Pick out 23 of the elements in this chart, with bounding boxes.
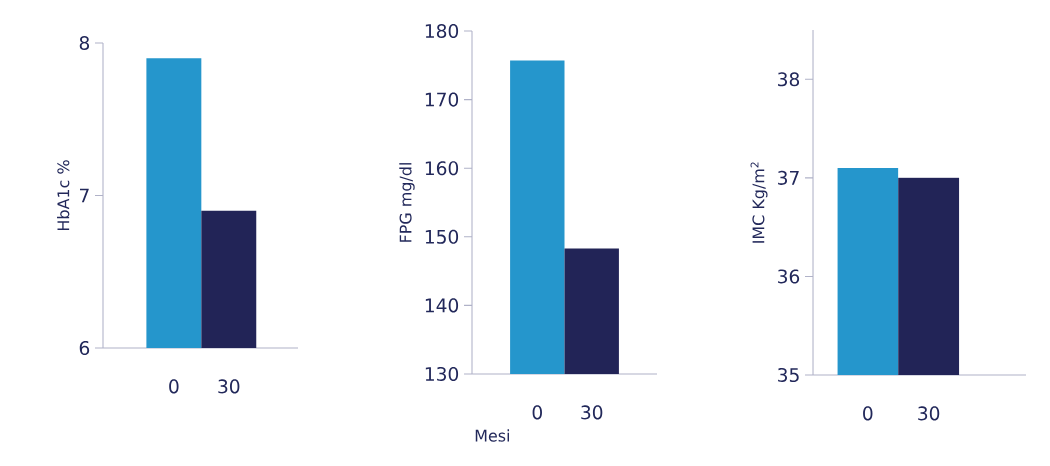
x-tick-label: 30: [918, 406, 940, 421]
y-axis-title: HbA1c %: [57, 160, 70, 230]
y-tick-label: 170: [425, 92, 459, 107]
y-tick-label: 7: [80, 188, 89, 203]
x-axis-title: Mesi: [475, 429, 510, 442]
y-tick-label: 140: [425, 298, 459, 313]
x-tick-label: 30: [581, 405, 603, 420]
y-tick-label: 35: [778, 367, 799, 383]
x-tick-label: 0: [863, 406, 873, 421]
y-tick-label: 38: [778, 72, 800, 87]
y-tick-label: 180: [425, 23, 459, 39]
y-tick-label: 150: [425, 229, 459, 244]
y-tick-label: 37: [778, 170, 799, 185]
y-tick-label: 130: [425, 366, 459, 382]
y-tick-label: 36: [778, 269, 800, 284]
x-tick-label: 0: [532, 405, 542, 420]
y-tick-label: 160: [425, 161, 459, 176]
y-axis-title: IMC Kg/m$^{2}$: [750, 162, 768, 243]
y-tick-label: 8: [79, 35, 90, 51]
y-tick-label: 6: [79, 340, 90, 356]
y-axis-title: FPG mg/dl: [399, 163, 415, 242]
x-tick-label: 0: [169, 379, 179, 394]
x-tick-label: 30: [218, 379, 240, 394]
